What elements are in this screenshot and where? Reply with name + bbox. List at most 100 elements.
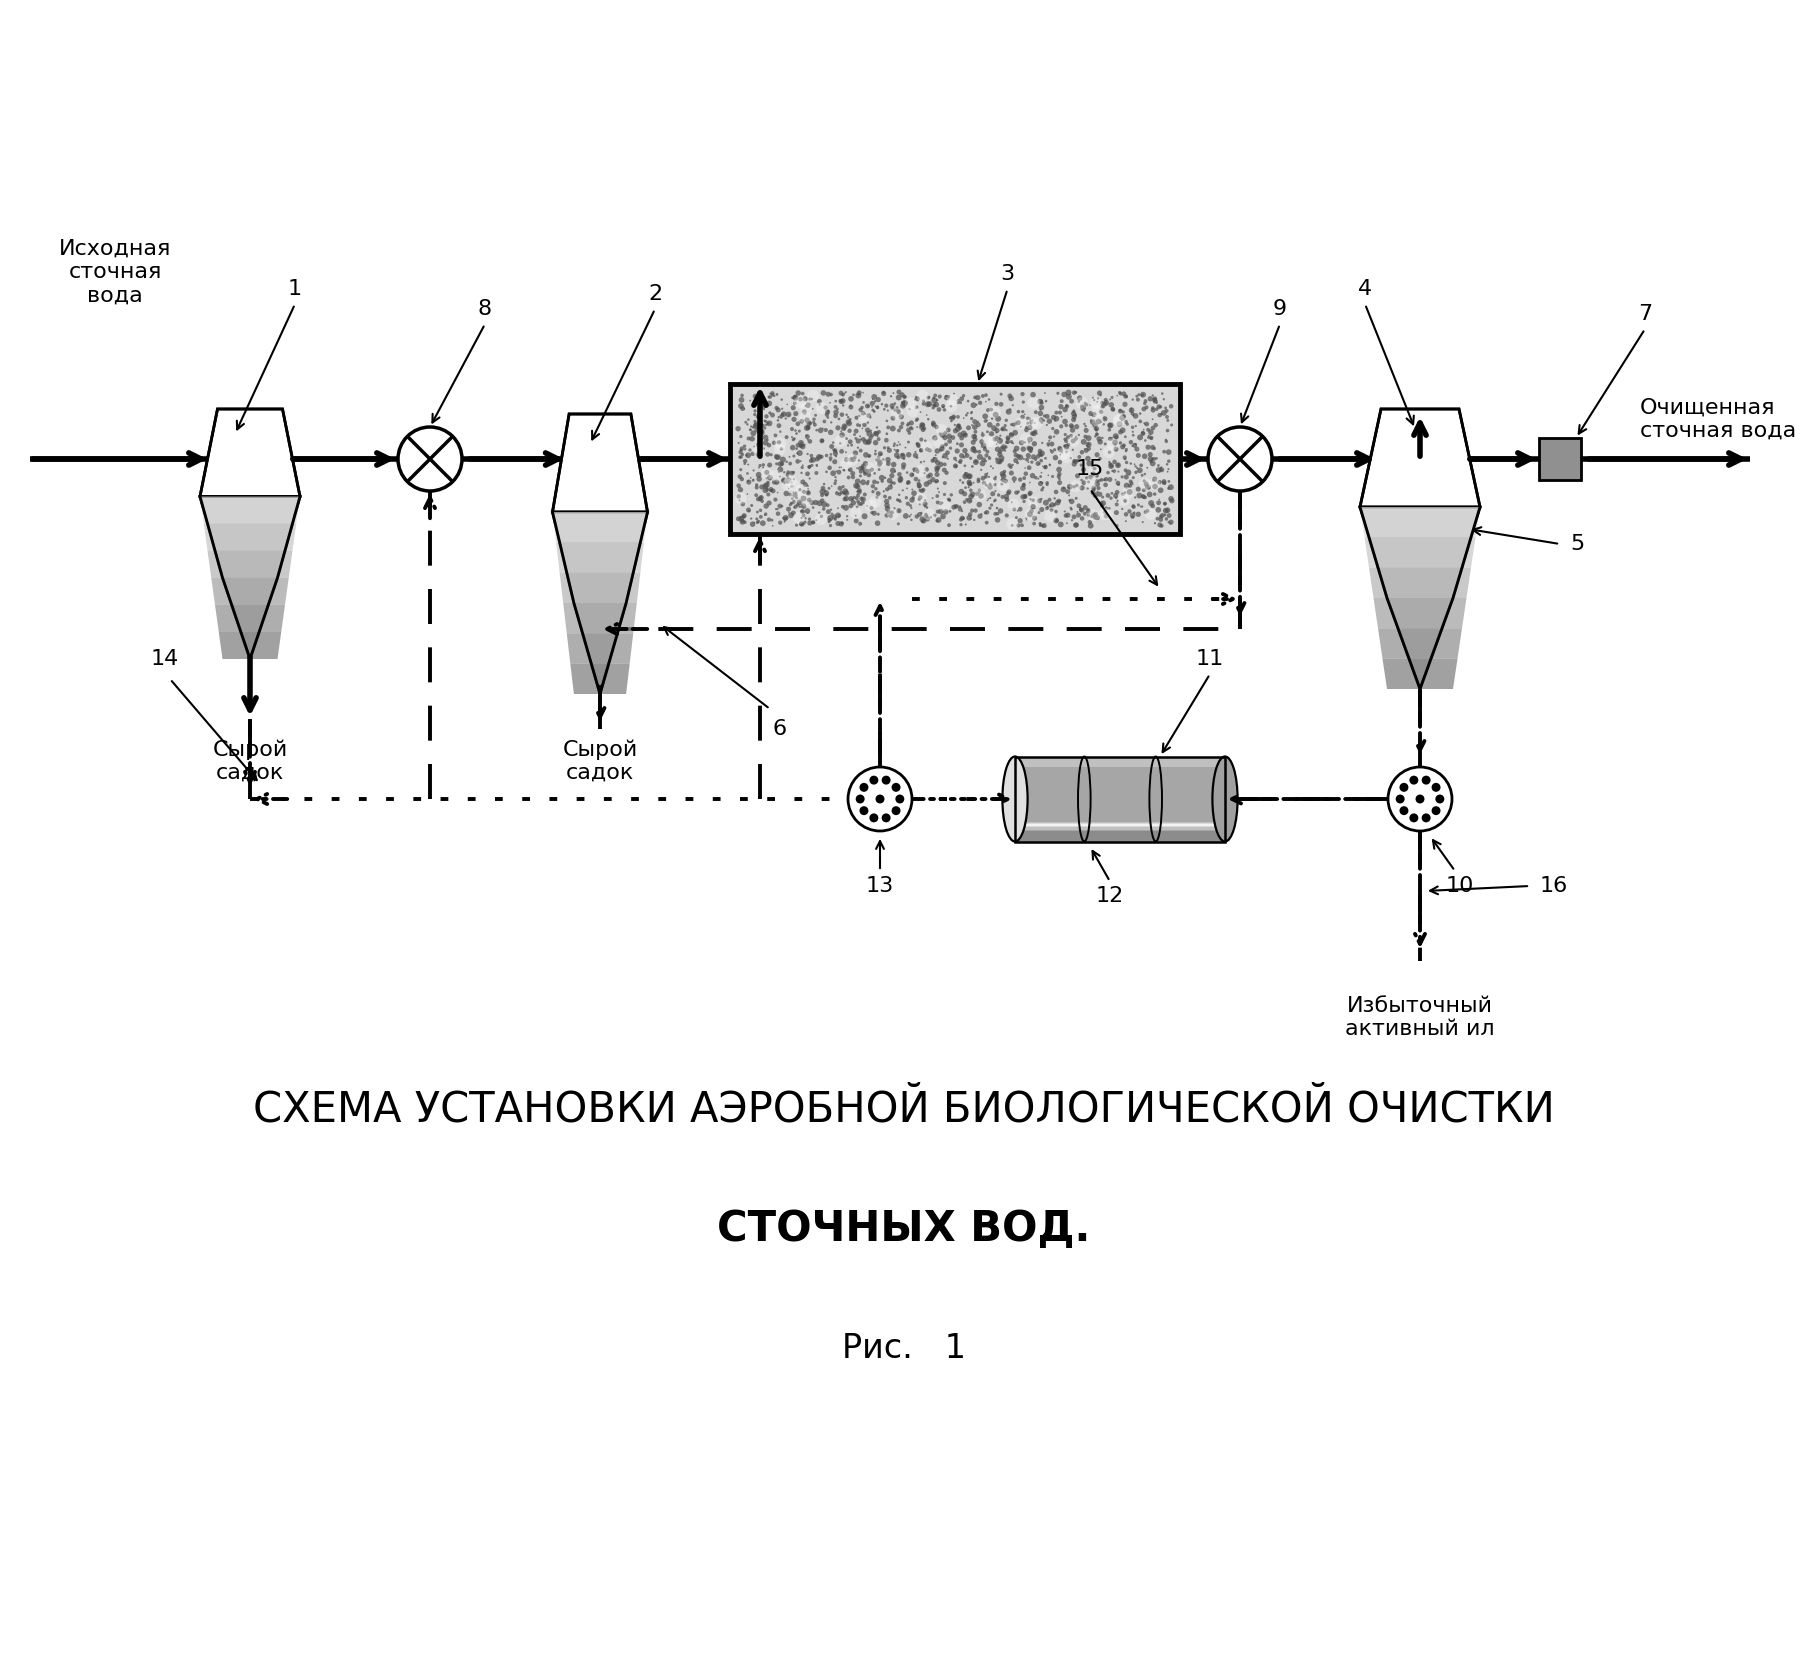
Circle shape: [965, 413, 967, 416]
Circle shape: [1135, 425, 1137, 426]
Circle shape: [842, 405, 844, 406]
Circle shape: [735, 516, 741, 521]
Circle shape: [739, 519, 744, 524]
Circle shape: [799, 523, 802, 526]
Circle shape: [1144, 440, 1146, 441]
Circle shape: [849, 471, 855, 476]
Circle shape: [847, 397, 853, 401]
Circle shape: [840, 521, 844, 524]
Circle shape: [1124, 435, 1126, 438]
Circle shape: [1095, 474, 1099, 478]
Circle shape: [1066, 393, 1072, 400]
Circle shape: [1008, 471, 1014, 476]
Circle shape: [936, 406, 941, 411]
Circle shape: [1048, 508, 1053, 513]
Circle shape: [918, 503, 920, 506]
Circle shape: [965, 498, 969, 501]
Circle shape: [864, 428, 869, 433]
Circle shape: [978, 493, 983, 499]
Circle shape: [1072, 415, 1077, 420]
Circle shape: [894, 406, 898, 408]
Circle shape: [1070, 508, 1072, 511]
Circle shape: [979, 440, 983, 445]
Circle shape: [759, 397, 761, 400]
Circle shape: [920, 511, 922, 514]
Circle shape: [737, 441, 739, 445]
Circle shape: [1155, 468, 1160, 473]
Circle shape: [806, 425, 810, 430]
Circle shape: [1117, 483, 1119, 486]
Circle shape: [1086, 488, 1088, 489]
Circle shape: [1050, 426, 1053, 430]
Circle shape: [1055, 499, 1061, 503]
Circle shape: [829, 513, 833, 516]
Circle shape: [927, 448, 931, 453]
Circle shape: [1012, 450, 1016, 453]
Circle shape: [965, 453, 967, 455]
Circle shape: [884, 503, 889, 508]
Circle shape: [1091, 493, 1097, 498]
Circle shape: [1090, 397, 1100, 410]
Circle shape: [808, 458, 813, 463]
Circle shape: [1081, 468, 1086, 473]
Circle shape: [1026, 425, 1032, 430]
Circle shape: [858, 411, 869, 423]
Circle shape: [1041, 421, 1043, 425]
Circle shape: [891, 783, 900, 791]
Circle shape: [898, 415, 904, 420]
Circle shape: [947, 523, 950, 528]
Circle shape: [1041, 523, 1046, 528]
Circle shape: [811, 506, 813, 509]
Circle shape: [866, 481, 869, 486]
Circle shape: [1086, 508, 1090, 511]
Circle shape: [970, 416, 972, 420]
Circle shape: [1086, 435, 1091, 441]
Circle shape: [1138, 411, 1140, 415]
Circle shape: [1035, 455, 1039, 458]
Circle shape: [996, 438, 1003, 445]
Circle shape: [1046, 506, 1048, 508]
Circle shape: [1095, 491, 1099, 493]
Circle shape: [997, 479, 1008, 491]
Circle shape: [994, 489, 996, 493]
Circle shape: [835, 455, 837, 458]
Circle shape: [1147, 478, 1160, 489]
Circle shape: [793, 395, 797, 398]
Circle shape: [1167, 468, 1169, 469]
Circle shape: [934, 468, 938, 473]
Circle shape: [981, 395, 985, 398]
Circle shape: [1104, 478, 1108, 481]
Circle shape: [1037, 463, 1041, 465]
Circle shape: [997, 450, 1001, 455]
Circle shape: [1073, 496, 1077, 499]
Circle shape: [775, 455, 781, 460]
Circle shape: [1070, 519, 1073, 521]
Circle shape: [759, 484, 764, 489]
Bar: [1014, 778, 1225, 823]
Circle shape: [972, 430, 978, 433]
Circle shape: [837, 486, 842, 491]
Circle shape: [1399, 783, 1408, 791]
Circle shape: [999, 473, 1006, 479]
Circle shape: [904, 395, 905, 398]
Circle shape: [1095, 474, 1099, 476]
Circle shape: [880, 403, 882, 405]
Circle shape: [790, 436, 793, 438]
Circle shape: [1120, 445, 1124, 450]
Text: 16: 16: [1540, 876, 1567, 896]
Circle shape: [875, 426, 878, 428]
Circle shape: [945, 400, 958, 411]
Circle shape: [764, 420, 766, 423]
Circle shape: [810, 455, 813, 458]
Circle shape: [916, 481, 920, 486]
Circle shape: [1064, 445, 1066, 446]
Circle shape: [781, 479, 793, 491]
Circle shape: [866, 473, 871, 478]
Circle shape: [754, 420, 755, 423]
Circle shape: [1055, 474, 1061, 478]
Circle shape: [918, 498, 920, 501]
Circle shape: [999, 458, 1003, 463]
Circle shape: [1111, 469, 1115, 473]
Circle shape: [844, 438, 847, 440]
Circle shape: [1057, 471, 1061, 476]
